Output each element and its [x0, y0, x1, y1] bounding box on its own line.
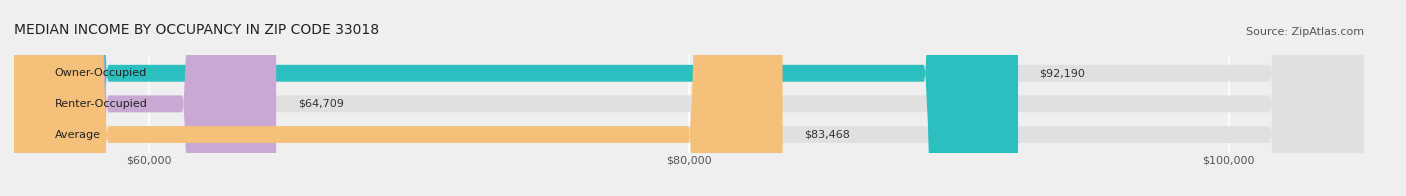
- Text: $64,709: $64,709: [298, 99, 343, 109]
- Text: MEDIAN INCOME BY OCCUPANCY IN ZIP CODE 33018: MEDIAN INCOME BY OCCUPANCY IN ZIP CODE 3…: [14, 23, 380, 37]
- Text: $83,468: $83,468: [804, 130, 851, 140]
- FancyBboxPatch shape: [14, 0, 1018, 196]
- FancyBboxPatch shape: [14, 0, 783, 196]
- Text: $92,190: $92,190: [1039, 68, 1085, 78]
- FancyBboxPatch shape: [14, 0, 276, 196]
- FancyBboxPatch shape: [14, 0, 1364, 196]
- Text: Source: ZipAtlas.com: Source: ZipAtlas.com: [1246, 27, 1364, 37]
- FancyBboxPatch shape: [14, 0, 1364, 196]
- FancyBboxPatch shape: [14, 0, 1364, 196]
- Text: Average: Average: [55, 130, 101, 140]
- Text: Renter-Occupied: Renter-Occupied: [55, 99, 148, 109]
- Text: Owner-Occupied: Owner-Occupied: [55, 68, 146, 78]
